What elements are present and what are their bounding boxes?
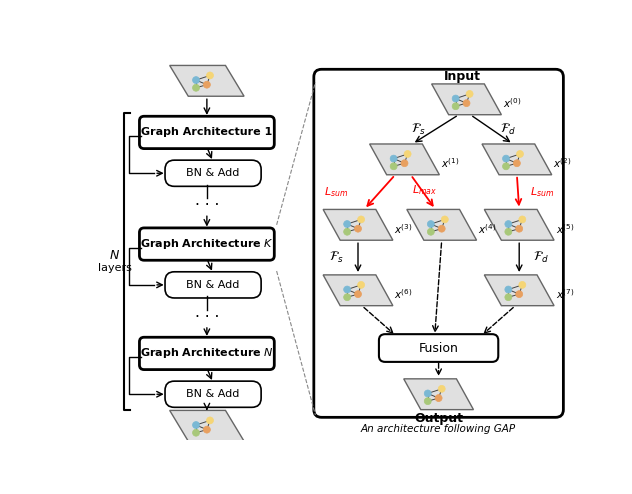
Circle shape (438, 225, 445, 232)
Text: $\mathcal{F}_s$: $\mathcal{F}_s$ (329, 249, 344, 265)
Polygon shape (484, 275, 554, 306)
Polygon shape (407, 209, 477, 240)
Text: Fusion: Fusion (418, 341, 459, 355)
Polygon shape (169, 65, 244, 96)
Circle shape (390, 155, 397, 162)
Circle shape (424, 390, 431, 397)
Circle shape (358, 282, 365, 288)
Circle shape (513, 160, 520, 166)
Circle shape (441, 216, 448, 223)
Polygon shape (482, 144, 552, 175)
Text: $L_{max}$: $L_{max}$ (412, 183, 437, 197)
FancyBboxPatch shape (140, 228, 274, 260)
Text: $\mathcal{F}_d$: $\mathcal{F}_d$ (533, 249, 549, 265)
Text: $L_{sum}$: $L_{sum}$ (324, 185, 348, 199)
Polygon shape (323, 275, 393, 306)
Text: Output: Output (414, 412, 463, 425)
Circle shape (463, 100, 470, 107)
Polygon shape (323, 209, 393, 240)
Text: An architecture following GAP: An architecture following GAP (361, 424, 516, 434)
Text: $\mathcal{F}_d$: $\mathcal{F}_d$ (501, 122, 516, 137)
Circle shape (505, 221, 512, 228)
Circle shape (207, 417, 214, 424)
Circle shape (452, 95, 459, 102)
Text: $x^{(0)}$: $x^{(0)}$ (503, 96, 521, 110)
Circle shape (355, 225, 362, 232)
Circle shape (404, 151, 411, 158)
Text: $x^{(7)}$: $x^{(7)}$ (556, 287, 574, 301)
FancyBboxPatch shape (165, 272, 261, 298)
Circle shape (193, 421, 200, 428)
Circle shape (502, 155, 509, 162)
Text: $x^{(4)}$: $x^{(4)}$ (478, 222, 497, 236)
Circle shape (519, 282, 526, 288)
Circle shape (193, 77, 200, 83)
Circle shape (502, 163, 509, 170)
Circle shape (204, 426, 210, 433)
Text: Graph Architecture $N$: Graph Architecture $N$ (140, 346, 274, 361)
Circle shape (193, 429, 200, 436)
Text: $x^{(3)}$: $x^{(3)}$ (394, 222, 413, 236)
Text: layers: layers (98, 263, 131, 273)
FancyBboxPatch shape (314, 69, 563, 417)
Circle shape (505, 228, 512, 235)
Circle shape (344, 286, 351, 293)
FancyBboxPatch shape (165, 381, 261, 408)
Circle shape (344, 221, 351, 228)
Circle shape (424, 398, 431, 405)
FancyBboxPatch shape (140, 116, 274, 149)
Polygon shape (370, 144, 439, 175)
Text: $x^{(2)}$: $x^{(2)}$ (553, 156, 572, 170)
Circle shape (204, 81, 210, 88)
Text: Graph Architecture 1: Graph Architecture 1 (141, 127, 272, 137)
Polygon shape (404, 379, 473, 410)
Text: BN & Add: BN & Add (186, 280, 240, 290)
Polygon shape (432, 84, 501, 115)
Circle shape (505, 294, 512, 301)
Circle shape (505, 286, 512, 293)
Text: $\mathcal{F}_s$: $\mathcal{F}_s$ (411, 122, 426, 137)
Text: BN & Add: BN & Add (186, 168, 240, 178)
Text: · · ·: · · · (195, 310, 219, 325)
Circle shape (358, 216, 365, 223)
FancyBboxPatch shape (165, 160, 261, 186)
Circle shape (344, 228, 351, 235)
Text: $x^{(6)}$: $x^{(6)}$ (394, 287, 413, 301)
FancyBboxPatch shape (140, 337, 274, 370)
Circle shape (516, 151, 523, 158)
Circle shape (390, 163, 397, 170)
Circle shape (516, 290, 523, 297)
Circle shape (355, 290, 362, 297)
Text: $x^{(1)}$: $x^{(1)}$ (441, 156, 459, 170)
Text: $N$: $N$ (109, 249, 120, 262)
Circle shape (427, 228, 434, 235)
Text: $x^{(5)}$: $x^{(5)}$ (556, 222, 574, 236)
Circle shape (452, 103, 459, 110)
Circle shape (516, 225, 523, 232)
Circle shape (207, 72, 214, 79)
Polygon shape (169, 411, 244, 441)
Circle shape (435, 395, 442, 402)
Circle shape (466, 90, 473, 97)
Circle shape (344, 294, 351, 301)
Text: Graph Architecture $K$: Graph Architecture $K$ (140, 237, 274, 251)
Circle shape (401, 160, 408, 166)
Circle shape (193, 84, 200, 91)
Text: BN & Add: BN & Add (186, 389, 240, 399)
Text: $L_{sum}$: $L_{sum}$ (530, 185, 554, 199)
Circle shape (427, 221, 434, 228)
Polygon shape (484, 209, 554, 240)
FancyBboxPatch shape (379, 334, 498, 362)
Text: Input: Input (444, 70, 481, 82)
Text: · · ·: · · · (195, 198, 219, 213)
Circle shape (438, 385, 445, 392)
Circle shape (519, 216, 526, 223)
